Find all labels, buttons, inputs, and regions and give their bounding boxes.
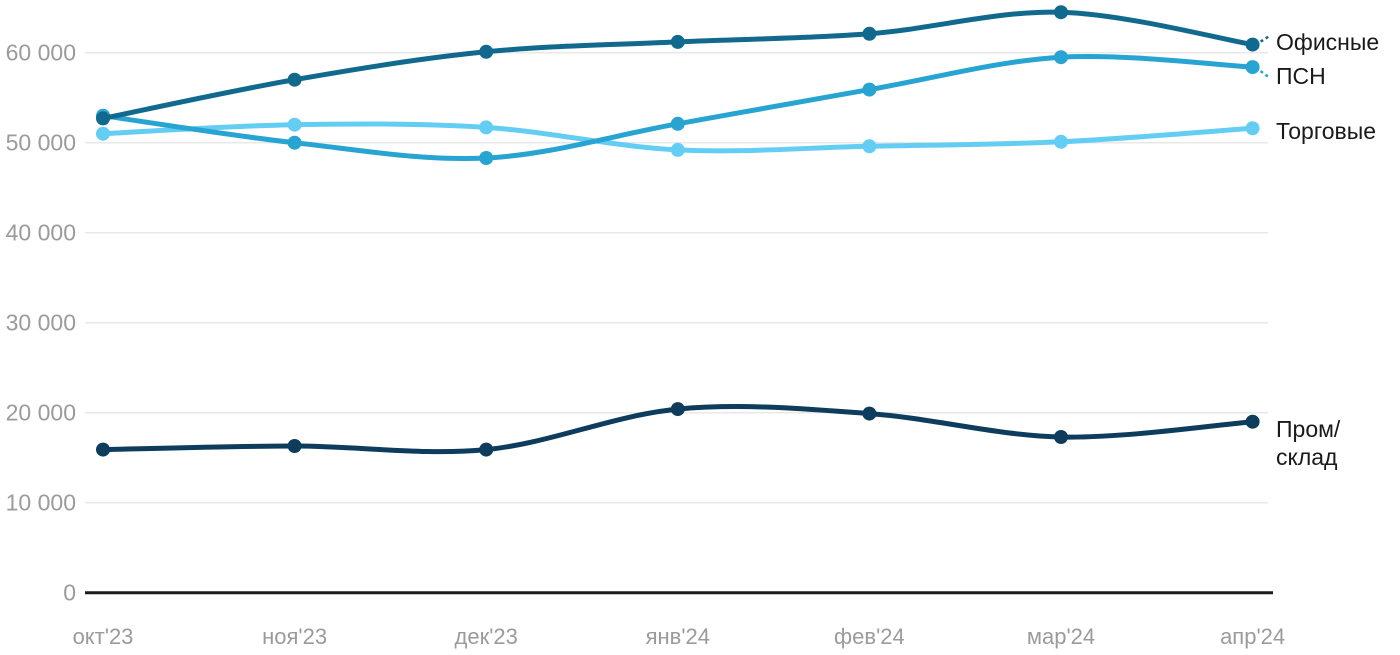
series-point-2-6 xyxy=(1245,121,1260,136)
series-point-0-0 xyxy=(96,111,110,126)
series-point-2-2 xyxy=(479,120,494,135)
series-point-2-1 xyxy=(287,117,302,132)
x-axis-tick-label: ноя'23 xyxy=(262,624,327,649)
series-point-1-2 xyxy=(479,151,494,165)
x-axis-tick-label: дек'23 xyxy=(455,624,518,649)
y-axis-tick-label: 0 xyxy=(63,580,76,606)
x-axis-tick-label: окт'23 xyxy=(73,624,134,649)
series-point-1-6 xyxy=(1245,60,1260,75)
leader-line-1 xyxy=(1259,70,1270,79)
leader-line-0 xyxy=(1259,35,1270,43)
x-axis-tick-label: апр'24 xyxy=(1220,624,1285,649)
x-axis-tick-label: фев'24 xyxy=(834,624,905,649)
series-label-1: ПСН xyxy=(1276,63,1326,89)
series-point-2-5 xyxy=(1054,134,1068,149)
y-axis-tick-label: 40 000 xyxy=(6,220,76,246)
series-point-0-6 xyxy=(1245,37,1260,52)
x-axis-tick-label: мар'24 xyxy=(1027,624,1095,649)
series-point-0-4 xyxy=(862,26,877,41)
series-point-3-5 xyxy=(1054,430,1068,444)
series-point-1-3 xyxy=(670,116,685,131)
series-label-0: Офисные xyxy=(1276,29,1379,55)
series-point-0-3 xyxy=(670,34,685,49)
series-point-2-0 xyxy=(96,126,110,141)
y-axis-tick-label: 60 000 xyxy=(6,40,76,66)
series-point-3-4 xyxy=(862,406,877,421)
series-label-3-line1: склад xyxy=(1276,444,1338,470)
series-point-2-3 xyxy=(670,142,685,157)
series-point-3-1 xyxy=(287,439,302,453)
series-point-3-6 xyxy=(1245,414,1260,429)
series-point-0-2 xyxy=(479,44,494,59)
series-point-2-4 xyxy=(862,139,877,154)
series-point-3-0 xyxy=(96,442,110,457)
series-point-0-1 xyxy=(287,72,302,87)
series-point-3-3 xyxy=(670,402,685,417)
series-point-1-1 xyxy=(287,135,302,150)
y-axis-tick-label: 30 000 xyxy=(6,310,76,336)
y-axis-tick-label: 20 000 xyxy=(6,400,76,426)
series-point-0-5 xyxy=(1054,5,1068,20)
x-axis-tick-label: янв'24 xyxy=(646,624,710,649)
series-line-0 xyxy=(100,9,1256,121)
series-label-3-line0: Пром/ xyxy=(1276,416,1341,442)
y-axis-tick-label: 50 000 xyxy=(6,130,76,156)
series-point-1-5 xyxy=(1054,50,1068,65)
series-label-2: Торговые xyxy=(1276,118,1376,144)
y-axis-tick-label: 10 000 xyxy=(6,490,76,516)
series-point-1-4 xyxy=(862,82,877,97)
series-point-3-2 xyxy=(479,442,494,457)
